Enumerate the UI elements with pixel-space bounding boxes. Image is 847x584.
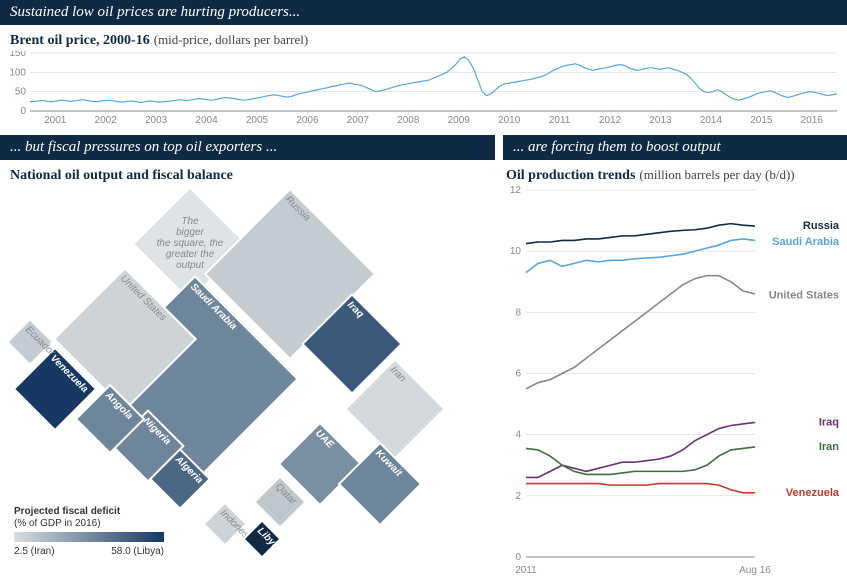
svg-text:2002: 2002 [95,115,118,126]
svg-text:2005: 2005 [246,115,269,126]
svg-text:(% of GDP in 2016): (% of GDP in 2016) [14,518,101,529]
svg-text:2.5 (Iran): 2.5 (Iran) [14,546,55,557]
svg-text:Saudi Arabia: Saudi Arabia [772,236,840,248]
svg-text:2001: 2001 [44,115,67,126]
svg-text:Iran: Iran [819,441,839,453]
brent-title: Brent oil price, 2000-16 [10,33,150,48]
svg-text:output: output [176,260,205,271]
svg-text:United States: United States [769,290,839,302]
svg-text:2011: 2011 [515,565,537,576]
treemap-title: National oil output and fiscal balance [10,168,233,183]
svg-text:8: 8 [515,307,521,318]
svg-text:2006: 2006 [296,115,319,126]
svg-text:2014: 2014 [700,115,723,126]
svg-text:100: 100 [9,67,26,78]
production-title: Oil production trends [506,168,635,183]
svg-text:2003: 2003 [145,115,168,126]
treemap-chart: Thebiggerthe square, thegreater theoutpu… [0,184,500,579]
svg-text:The: The [181,216,199,227]
svg-text:2012: 2012 [599,115,622,126]
svg-text:50: 50 [15,87,27,98]
svg-text:6: 6 [515,369,521,380]
svg-text:Venezuela: Venezuela [786,487,840,499]
svg-text:2: 2 [515,491,521,502]
svg-text:2010: 2010 [498,115,521,126]
svg-text:150: 150 [9,51,26,59]
svg-text:greater the: greater the [166,249,215,260]
svg-text:4: 4 [515,430,521,441]
svg-text:2011: 2011 [549,115,571,126]
svg-text:2015: 2015 [750,115,773,126]
svg-text:12: 12 [510,185,522,196]
svg-text:0: 0 [515,552,521,563]
brent-subtitle: (mid-price, dollars per barrel) [154,32,308,47]
svg-text:2016: 2016 [801,115,824,126]
production-subtitle: (million barrels per day (b/d)) [639,167,794,182]
svg-text:2009: 2009 [448,115,471,126]
svg-text:2007: 2007 [347,115,370,126]
svg-text:Iraq: Iraq [819,416,839,428]
brent-header: Brent oil price, 2000-16 (mid-price, dol… [0,25,847,51]
svg-text:0: 0 [20,106,26,117]
brent-chart: 0 50 100 150 2001 2002 2003 2004 2005 2006 2007 200… [0,51,847,126]
svg-text:the square, the: the square, the [157,238,224,249]
top-banner: Sustained low oil prices are hurting pro… [0,0,847,25]
svg-text:58.0 (Libya): 58.0 (Libya) [111,546,164,557]
mid-banner-left: ... but fiscal pressures on top oil expo… [0,135,495,160]
production-chart: 0 2 4 6 8 10 12 Russia Saudi Arabia United States… [500,184,845,579]
svg-text:2013: 2013 [649,115,672,126]
svg-text:bigger: bigger [176,227,204,238]
svg-text:2008: 2008 [397,115,420,126]
svg-text:Russia: Russia [803,220,840,232]
mid-banner-right: ... are forcing them to boost output [503,135,847,160]
svg-text:Aug 16: Aug 16 [739,565,771,576]
svg-text:Projected fiscal deficit: Projected fiscal deficit [14,506,121,517]
svg-text:10: 10 [510,246,522,257]
svg-text:2004: 2004 [195,115,218,126]
